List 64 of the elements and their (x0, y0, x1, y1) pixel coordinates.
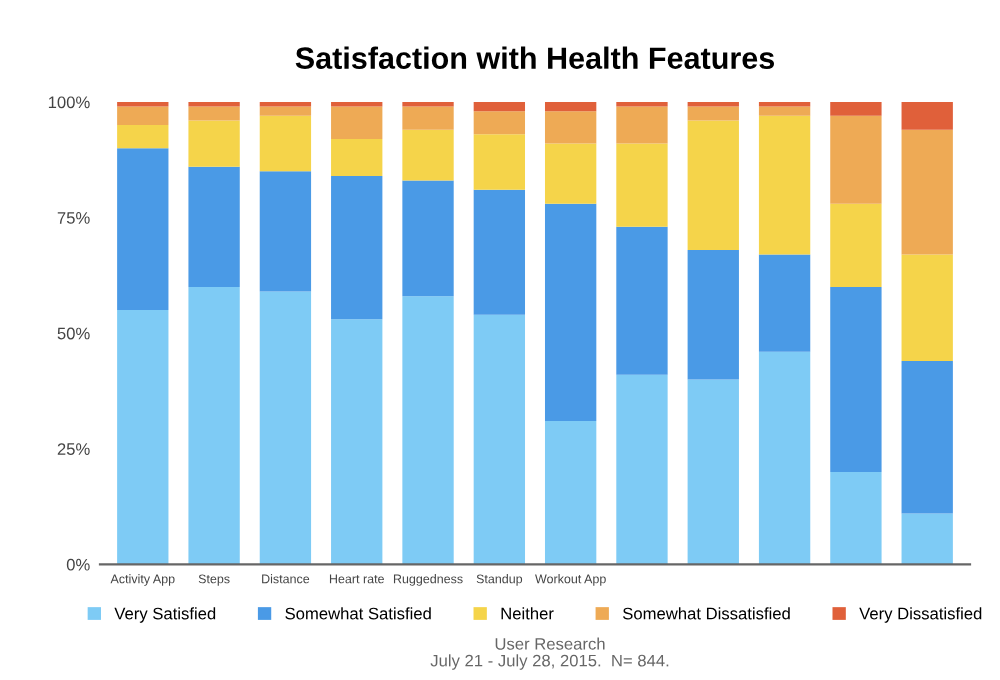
bar (402, 106, 454, 130)
y-tick-label: 50% (57, 327, 90, 340)
bar (402, 129, 454, 181)
legend-label: Very Satisfied (114, 607, 216, 623)
bar (188, 286, 240, 565)
bar (758, 115, 811, 255)
bar (402, 180, 454, 297)
y-tick-label: 100% (48, 96, 90, 109)
legend-label: Somewhat Satisfied (285, 607, 431, 620)
bar (687, 249, 739, 380)
bar (830, 115, 882, 204)
bar (117, 148, 169, 311)
legend-label: Neither (501, 607, 554, 620)
bar (544, 111, 597, 144)
bar (901, 360, 953, 514)
bar (331, 106, 383, 139)
y-tick-label: 0% (66, 558, 90, 571)
bar (188, 120, 240, 167)
text: User Research July 21 - July 28, 2015. N= 844. (430, 637, 669, 670)
bar (758, 351, 811, 565)
y-tick-label: 75% (57, 212, 90, 224)
bar (616, 143, 668, 227)
bar (830, 471, 882, 565)
bar (687, 379, 739, 565)
bar (901, 513, 953, 565)
bar (616, 374, 668, 565)
bar (830, 102, 882, 116)
bar (544, 143, 597, 204)
bar (259, 106, 312, 116)
bar (901, 102, 953, 130)
bar (473, 134, 526, 190)
bar (473, 189, 526, 315)
bar (901, 129, 953, 255)
bar (188, 166, 240, 287)
y-tick-label: 25% (57, 443, 90, 455)
legend-label: Somewhat Dissatisfied (623, 607, 790, 620)
bar (259, 171, 312, 292)
bar (117, 310, 169, 565)
bar (473, 314, 526, 565)
bar (830, 286, 882, 472)
bar (331, 319, 383, 565)
bar (331, 138, 383, 176)
bar (473, 111, 526, 135)
bar (830, 203, 882, 287)
bar (758, 106, 811, 116)
bar (117, 125, 169, 149)
bar (117, 106, 169, 126)
legend-label: Very Dissatisfied (859, 607, 982, 623)
bar (544, 102, 597, 112)
bar (259, 115, 312, 172)
bar (188, 106, 240, 121)
bar (616, 106, 668, 144)
bar (687, 120, 739, 250)
bar (402, 296, 454, 565)
chart-title: Satisfaction with Health Features (295, 46, 775, 69)
bar (331, 175, 383, 320)
bar (901, 254, 953, 361)
bar (544, 421, 597, 565)
bar (544, 203, 597, 422)
bar (473, 102, 526, 112)
bar (687, 106, 739, 121)
bar (259, 291, 312, 565)
bar (616, 226, 668, 375)
bar (758, 254, 811, 352)
